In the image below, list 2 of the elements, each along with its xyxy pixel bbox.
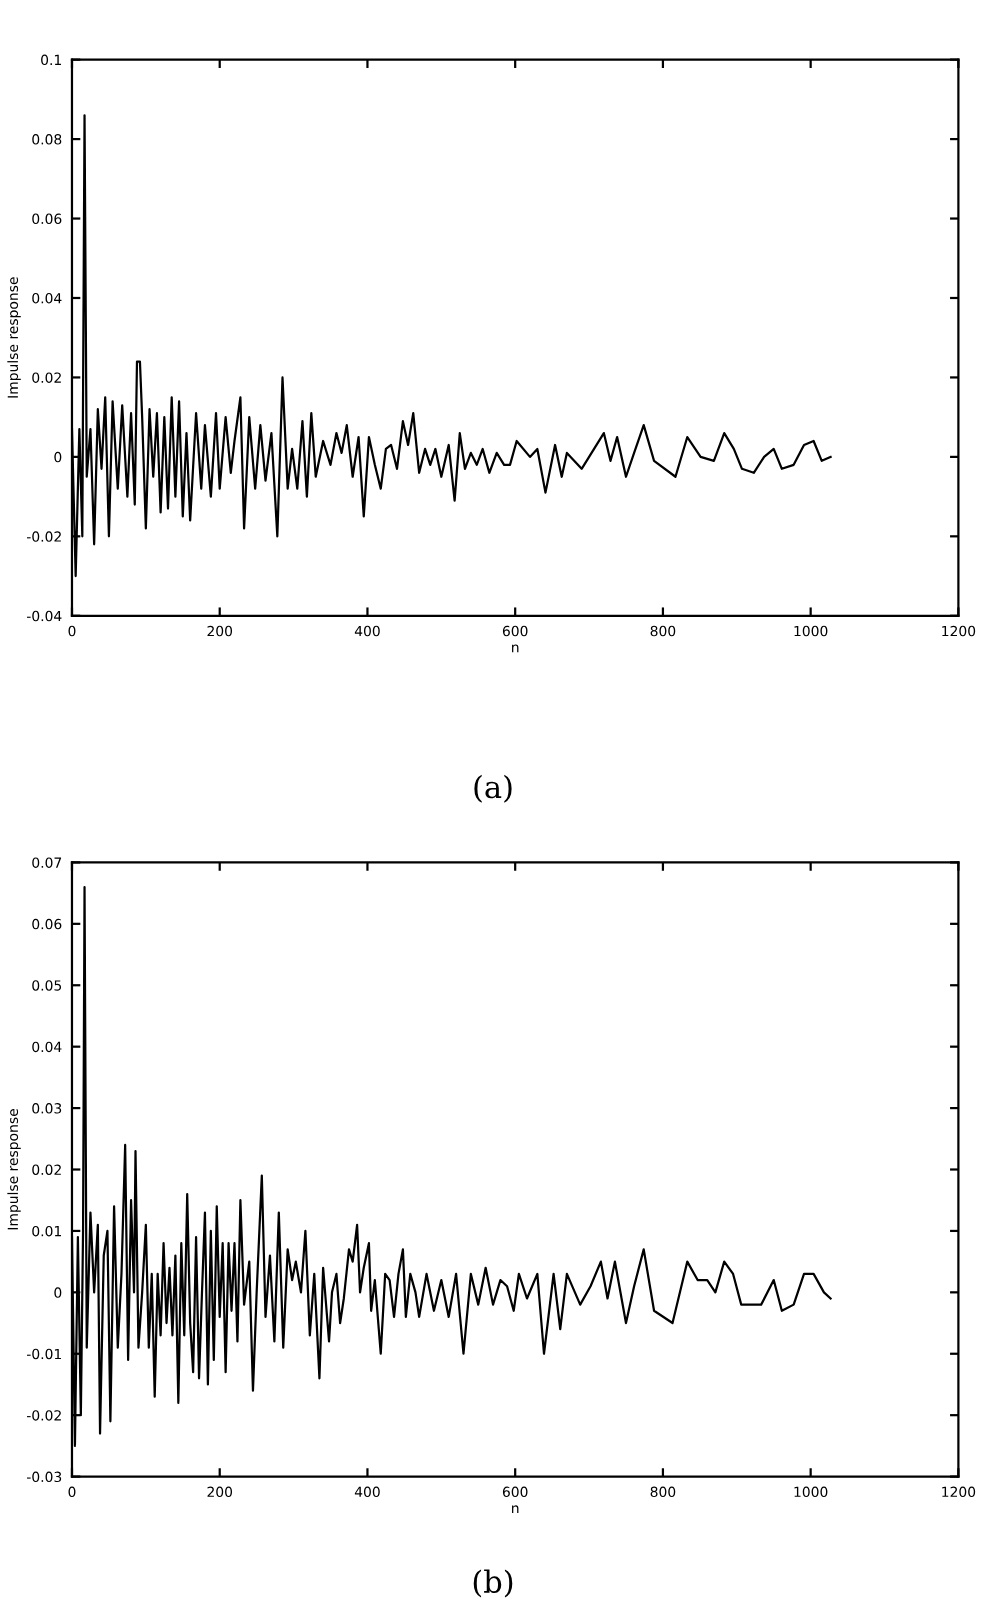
text: (b) [473,1569,513,1598]
text: (a) [474,774,512,803]
